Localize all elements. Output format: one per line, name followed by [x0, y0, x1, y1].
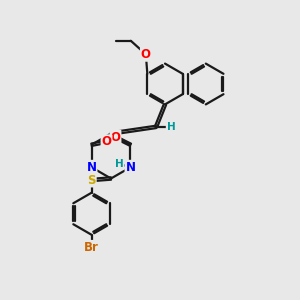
Text: O: O — [101, 135, 112, 148]
Text: S: S — [87, 173, 96, 187]
Text: O: O — [110, 131, 121, 144]
Text: H: H — [167, 122, 176, 132]
Text: H: H — [115, 159, 124, 169]
Text: Br: Br — [84, 241, 99, 254]
Text: N: N — [125, 161, 136, 174]
Text: N: N — [86, 161, 97, 174]
Text: O: O — [141, 48, 151, 61]
